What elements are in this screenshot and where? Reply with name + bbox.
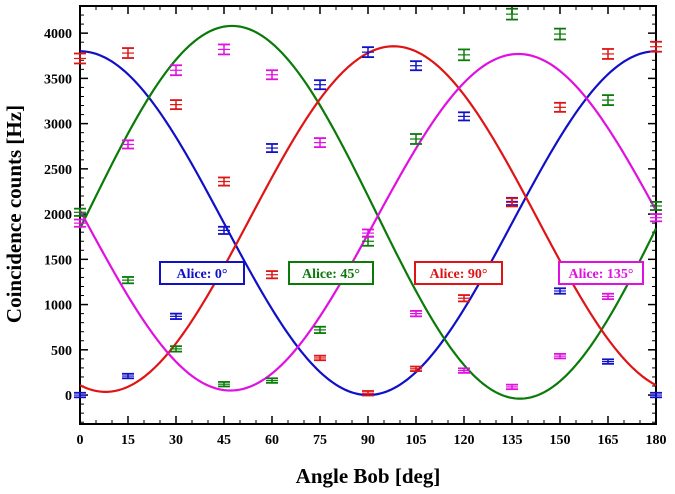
error-bar — [458, 111, 470, 122]
legend-label: Alice: 135° — [568, 267, 633, 282]
x-tick-label: 135 — [502, 433, 523, 448]
error-bar — [554, 101, 566, 113]
error-bar — [74, 207, 86, 217]
error-bar — [458, 48, 470, 62]
error-bar — [122, 372, 134, 380]
error-bar — [410, 365, 422, 372]
x-tick-label: 150 — [550, 433, 571, 448]
x-tick-label: 120 — [454, 433, 475, 448]
error-bar — [74, 391, 86, 399]
x-tick-label: 15 — [121, 433, 135, 448]
error-bar — [266, 143, 278, 154]
error-bar — [218, 176, 230, 187]
legend-box — [159, 261, 245, 285]
error-bar — [122, 276, 134, 285]
x-tick-label: 0 — [77, 433, 84, 448]
error-bar — [170, 345, 182, 353]
error-bar — [170, 312, 182, 320]
legend-label: Alice: 0° — [176, 267, 227, 282]
y-tick-label: 2500 — [44, 163, 72, 178]
error-bar — [122, 139, 134, 150]
error-bar — [362, 228, 374, 238]
error-bar — [458, 367, 470, 374]
y-tick-label: 3500 — [44, 72, 72, 87]
error-bar — [218, 43, 230, 56]
x-tick-label: 180 — [646, 433, 667, 448]
legend-entry: Alice: 135° — [558, 261, 644, 285]
error-bar — [122, 47, 134, 59]
error-bar — [602, 292, 614, 301]
legend-label: Alice: 90° — [429, 267, 487, 282]
error-bar — [74, 52, 86, 65]
legend-box — [414, 261, 503, 285]
error-bar — [650, 200, 662, 211]
error-bar — [314, 325, 326, 334]
error-bar — [314, 79, 326, 91]
error-bar — [410, 310, 422, 318]
y-tick-label: 3000 — [44, 118, 72, 133]
error-bar — [410, 133, 422, 145]
error-bar — [602, 94, 614, 106]
error-bar — [218, 381, 230, 388]
x-tick-label: 60 — [265, 433, 279, 448]
y-tick-label: 4000 — [44, 27, 72, 42]
error-bar — [554, 27, 566, 41]
error-bar — [650, 213, 662, 223]
error-bar — [314, 137, 326, 149]
error-bar — [362, 390, 374, 397]
y-tick-label: 1500 — [44, 253, 72, 268]
y-axis-title: Coincidence counts [Hz] — [2, 105, 26, 323]
error-bar — [410, 60, 422, 72]
x-tick-label: 165 — [598, 433, 619, 448]
error-bar — [554, 287, 566, 295]
error-bar — [266, 377, 278, 384]
error-bar — [314, 354, 326, 362]
error-bar — [506, 383, 518, 391]
legend-box — [558, 261, 644, 285]
y-tick-label: 2000 — [44, 208, 72, 223]
fit-curve — [79, 24, 657, 400]
y-tick-label: 0 — [65, 389, 72, 404]
x-tick-label: 30 — [169, 433, 183, 448]
x-tick-label: 45 — [217, 433, 231, 448]
ticks: 0 15 30 45 60 75 90 105 120 135 150 165 180 0 500 1000 1… — [44, 5, 667, 448]
x-axis-title: Angle Bob [deg] — [296, 464, 441, 488]
error-bar — [650, 40, 662, 53]
error-bar — [74, 218, 86, 228]
x-tick-label: 90 — [361, 433, 375, 448]
x-tick-label: 105 — [406, 433, 427, 448]
error-bar — [266, 69, 278, 81]
error-bar — [506, 197, 518, 208]
legend-entry: Alice: 45° — [288, 261, 374, 285]
error-bar — [362, 46, 374, 59]
error-bar — [650, 391, 662, 399]
error-bar — [554, 352, 566, 360]
error-bar — [170, 99, 182, 111]
x-tick-label: 75 — [313, 433, 327, 448]
legend-label: Alice: 45° — [302, 267, 360, 282]
legend-box — [288, 261, 374, 285]
error-bar — [170, 64, 182, 77]
error-bar — [218, 225, 230, 235]
error-bar — [458, 294, 470, 303]
legend-entry: Alice: 0° — [159, 261, 245, 285]
error-bars — [74, 7, 662, 399]
error-bar — [602, 358, 614, 365]
legend-boxes: Alice: 0° Alice: 45° Alice: 90° Alice: 135° — [159, 261, 644, 285]
error-bar — [266, 270, 278, 280]
y-tick-label: 1000 — [44, 299, 72, 314]
legend-entry: Alice: 90° — [414, 261, 503, 285]
y-tick-label: 500 — [51, 344, 72, 359]
error-bar — [602, 48, 614, 60]
error-bar — [506, 7, 518, 21]
